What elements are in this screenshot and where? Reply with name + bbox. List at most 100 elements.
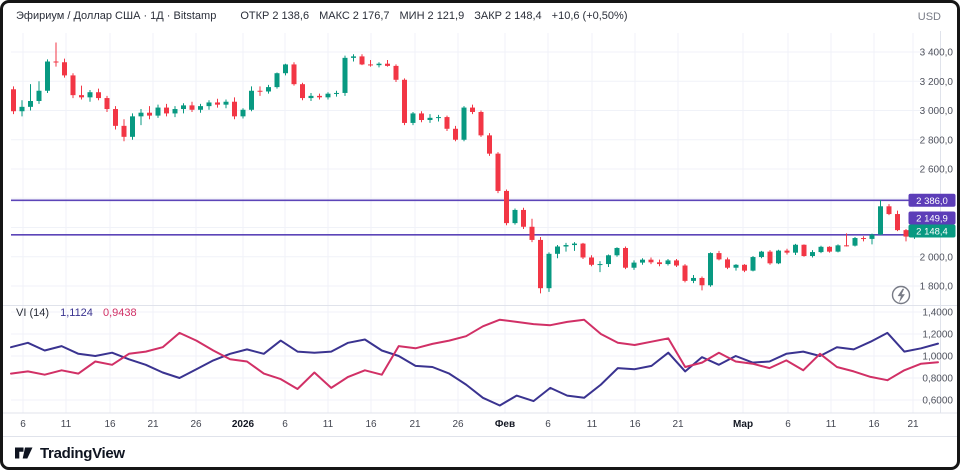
candle xyxy=(249,90,254,110)
candle xyxy=(342,57,348,93)
candle xyxy=(903,230,909,237)
candle xyxy=(393,65,399,80)
candle xyxy=(674,260,679,266)
candle xyxy=(597,264,603,266)
candle xyxy=(529,226,535,240)
open-value: 2 138,6 xyxy=(272,10,310,22)
svg-text:1,0000: 1,0000 xyxy=(922,352,953,363)
candle xyxy=(750,257,756,271)
candle xyxy=(453,128,458,140)
high-value: 2 176,7 xyxy=(352,10,390,22)
candle xyxy=(776,250,781,264)
time-tick-label: 21 xyxy=(409,419,421,430)
candle xyxy=(172,109,178,114)
vi-plus-line xyxy=(10,331,939,407)
time-tick-label: 26 xyxy=(190,419,202,430)
candle xyxy=(699,277,705,286)
pane-separators xyxy=(3,31,957,437)
time-axis[interactable]: 6 11 16 21 26 2026 6 11 16 21 26 Фев 6 11 16 21 Мар 6 11 16… xyxy=(20,419,919,430)
candle xyxy=(801,244,807,257)
candle xyxy=(835,245,841,252)
symbol-title[interactable]: Эфириум / Доллар США · 1Д · Bitstamp xyxy=(16,10,217,22)
candle xyxy=(716,253,722,260)
candle xyxy=(648,259,654,263)
tradingview-attribution[interactable]: TradingView xyxy=(14,444,125,462)
candle xyxy=(614,247,620,256)
candle xyxy=(844,245,849,247)
open-label: ОТКР xyxy=(240,10,270,22)
candle xyxy=(28,100,33,107)
time-tick-label: 6 xyxy=(545,419,551,430)
candle xyxy=(606,255,611,265)
candle xyxy=(742,264,747,271)
candle xyxy=(546,253,552,289)
time-tick-label: 11 xyxy=(61,419,72,430)
indicator-params: (14) xyxy=(29,307,50,319)
candle xyxy=(784,250,790,253)
candle xyxy=(827,246,832,252)
candle xyxy=(240,109,246,117)
lightning-trade-button[interactable] xyxy=(891,285,911,305)
candle xyxy=(113,109,118,126)
chart-legend: Эфириум / Доллар США · 1Д · Bitstamp ОТКР… xyxy=(16,10,628,22)
candle xyxy=(325,93,331,98)
candle xyxy=(589,257,594,265)
candle xyxy=(36,90,42,101)
indicator-name[interactable]: VI xyxy=(16,307,27,319)
svg-text:0,8000: 0,8000 xyxy=(922,374,953,385)
candle xyxy=(257,90,263,92)
time-tick-label: 11 xyxy=(587,419,598,430)
candles-layer[interactable] xyxy=(11,42,917,294)
time-tick-label: 21 xyxy=(672,419,684,430)
candle xyxy=(767,251,773,264)
candle xyxy=(504,190,509,224)
low-value: 2 121,9 xyxy=(427,10,465,22)
candle xyxy=(869,234,875,239)
candle xyxy=(852,238,858,246)
candle xyxy=(665,260,671,265)
candle xyxy=(478,111,484,136)
price-axis[interactable]: 3 400,0 3 200,0 3 000,0 2 800,0 2 600,0 2 000… xyxy=(908,48,956,407)
vortex-indicator-pane[interactable] xyxy=(10,318,939,407)
vi-plus-value: 1,1124 xyxy=(60,307,93,319)
grid-layer xyxy=(11,33,941,413)
candle xyxy=(810,252,815,257)
candle xyxy=(563,245,569,247)
candle xyxy=(580,243,586,258)
candle xyxy=(427,117,433,121)
change-value: +10,6 (+0,50%) xyxy=(551,10,628,22)
time-tick-label: 16 xyxy=(629,419,641,430)
candle xyxy=(682,265,688,281)
candle xyxy=(181,105,186,110)
svg-text:2 148,4: 2 148,4 xyxy=(916,227,948,238)
chart-canvas[interactable]: 3 400,0 3 200,0 3 000,0 2 800,0 2 600,0 2 000… xyxy=(3,3,957,467)
vi-minus-line xyxy=(10,318,939,390)
candle xyxy=(232,101,237,117)
candle xyxy=(385,63,390,66)
high-label: МАКС xyxy=(319,10,350,22)
svg-text:2 600,0: 2 600,0 xyxy=(920,165,954,176)
candle xyxy=(708,253,713,286)
candle xyxy=(87,92,93,98)
time-tick-label: 6 xyxy=(20,419,26,430)
candle xyxy=(691,277,696,281)
svg-text:2 149,9: 2 149,9 xyxy=(916,214,948,225)
candle xyxy=(189,105,195,110)
candle xyxy=(215,102,220,105)
candle xyxy=(512,209,518,224)
candle xyxy=(878,206,883,235)
svg-text:2 000,0: 2 000,0 xyxy=(920,252,954,263)
candle xyxy=(274,73,280,88)
svg-text:0,6000: 0,6000 xyxy=(922,396,953,407)
candle xyxy=(104,98,110,110)
candle xyxy=(283,64,288,74)
price-level-lines[interactable] xyxy=(11,199,941,236)
candle xyxy=(266,87,271,92)
candle xyxy=(376,63,382,66)
candle xyxy=(657,262,662,265)
candle xyxy=(419,113,424,121)
time-tick-label: 21 xyxy=(907,419,919,430)
svg-text:3 000,0: 3 000,0 xyxy=(920,106,954,117)
candle xyxy=(759,251,764,258)
svg-text:2 386,0: 2 386,0 xyxy=(916,196,948,207)
